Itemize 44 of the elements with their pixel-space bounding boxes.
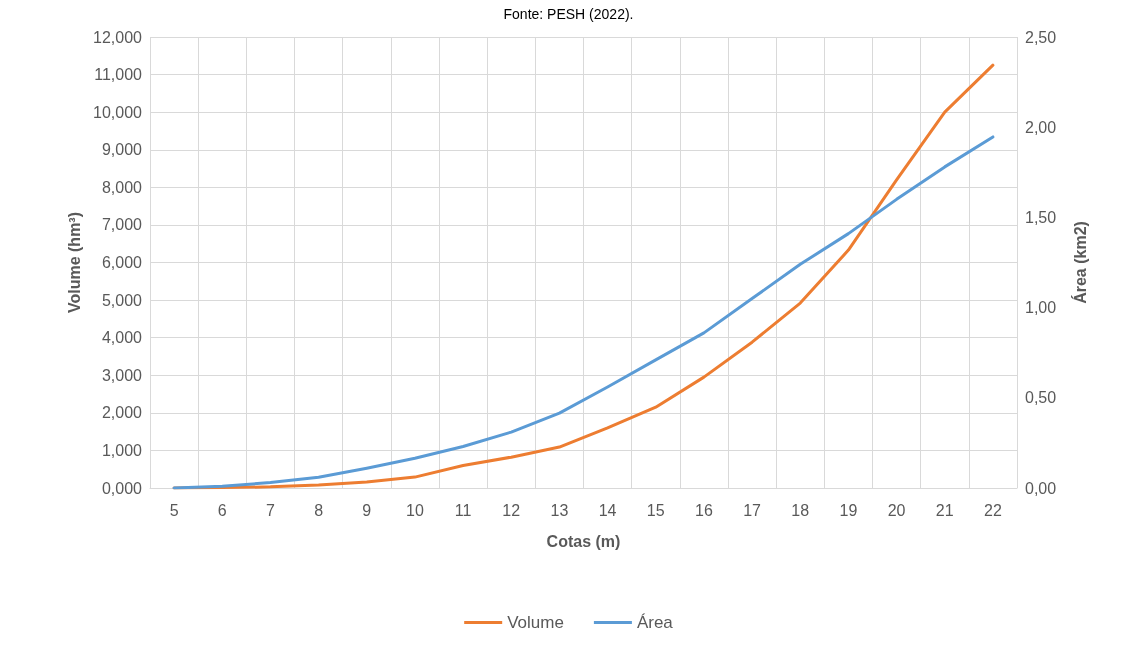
x-tick-label: 22 <box>984 501 1002 519</box>
y-tick-label: 6,000 <box>101 254 143 271</box>
x-tick-label: 18 <box>791 501 810 519</box>
y-tick-label: 11,000 <box>94 66 143 84</box>
x-tick-label: 5 <box>169 501 179 519</box>
x-tick-label: 8 <box>314 501 324 519</box>
source-note: Fonte: PESH (2022). <box>503 6 634 22</box>
y-axis-title: Volume (hm³) <box>65 211 83 314</box>
y-tick-label: 7,000 <box>101 216 143 234</box>
y-tick-label: 3,000 <box>101 366 143 384</box>
y2-tick-label: 1,00 <box>1025 299 1057 317</box>
y-tick-label: 4,000 <box>101 329 143 347</box>
y2-axis-title: Área (km2) <box>1070 221 1089 304</box>
x-axis-title: Cotas (m) <box>546 532 621 550</box>
y-tick-label: 9,000 <box>101 141 143 159</box>
y-tick-label: 12,000 <box>93 28 143 46</box>
y-tick-label: 0,000 <box>101 479 143 497</box>
y-tick-label: 1,000 <box>101 441 143 459</box>
legend-label: Volume <box>507 613 564 632</box>
y2-tick-label: 2,00 <box>1025 118 1057 136</box>
y-tick-label: 8,000 <box>101 178 143 196</box>
y-tick-label: 10,000 <box>93 103 143 121</box>
x-tick-label: 12 <box>502 501 521 519</box>
x-tick-label: 15 <box>646 501 665 519</box>
y2-tick-label: 2,50 <box>1025 28 1057 46</box>
y2-tick-label: 0,00 <box>1025 479 1057 497</box>
y2-tick-label: 1,50 <box>1025 208 1057 226</box>
line-series <box>172 135 995 490</box>
legend-label: Área <box>636 613 674 632</box>
y-tick-label: 5,000 <box>101 291 143 309</box>
x-tick-label: 21 <box>935 501 954 519</box>
x-tick-label: 14 <box>598 501 617 519</box>
y-tick-label: 2,000 <box>101 404 143 422</box>
x-tick-label: 19 <box>839 501 858 519</box>
x-tick-label: 7 <box>265 501 275 519</box>
x-tick-label: 9 <box>362 501 372 519</box>
x-tick-label: 6 <box>217 501 227 519</box>
x-tick-label: 11 <box>454 501 472 519</box>
y2-tick-label: 0,50 <box>1025 389 1057 407</box>
x-tick-label: 20 <box>887 501 906 519</box>
x-tick-label: 13 <box>550 501 569 519</box>
x-tick-label: 10 <box>406 501 424 519</box>
x-tick-label: 17 <box>743 501 762 519</box>
x-tick-label: 16 <box>695 501 713 519</box>
